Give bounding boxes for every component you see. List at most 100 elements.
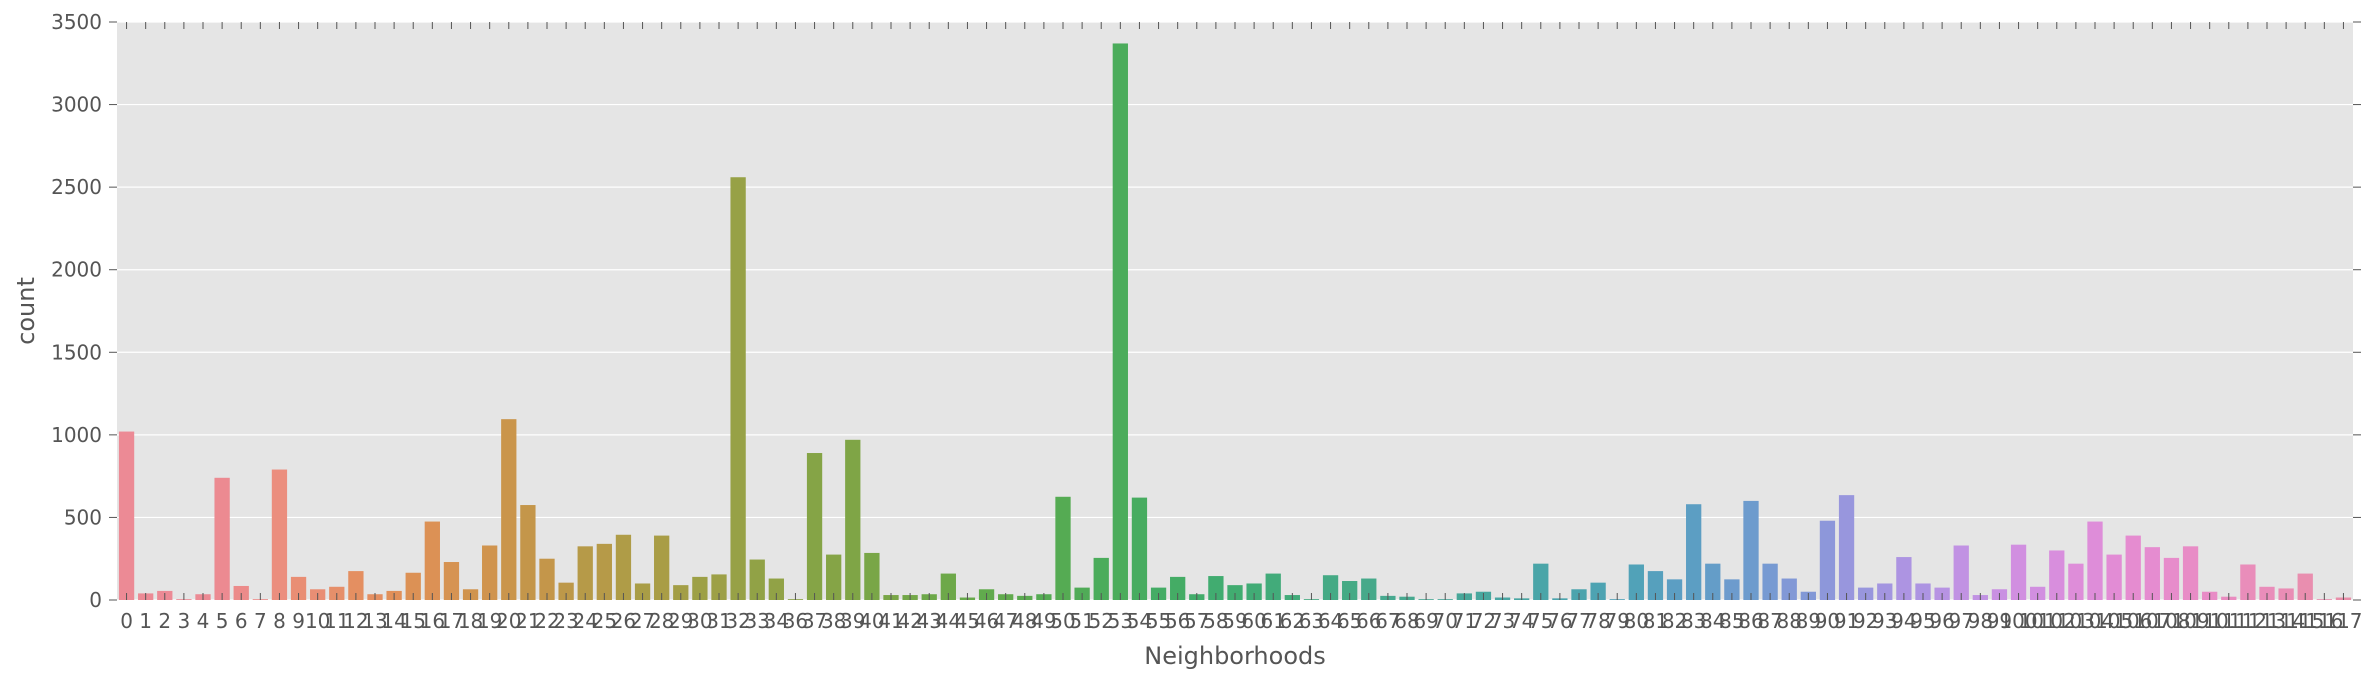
bar	[2010, 544, 2027, 600]
x-tick-label: 39	[840, 609, 865, 633]
bar	[1819, 520, 1836, 600]
x-tick-label: 62	[1280, 609, 1305, 633]
x-tick-label: 103	[2057, 609, 2095, 633]
x-tick-label: 32	[725, 609, 750, 633]
x-tick-label: 83	[1681, 609, 1706, 633]
x-tick-label: 43	[916, 609, 941, 633]
bar	[1246, 583, 1262, 600]
x-tick-label: 13	[362, 609, 387, 633]
bar	[118, 431, 135, 600]
bar	[2163, 557, 2180, 600]
x-tick-label: 31	[706, 609, 731, 633]
y-gridlines	[117, 21, 2353, 601]
x-tick-label: 86	[1738, 609, 1763, 633]
bar	[692, 576, 708, 600]
bar	[730, 177, 746, 600]
x-tick-label: 25	[592, 609, 617, 633]
bar	[1093, 557, 1109, 600]
x-tick-label: 71	[1452, 609, 1477, 633]
x-tick-label: 36	[783, 609, 808, 633]
x-tick-label: 82	[1662, 609, 1687, 633]
bar	[1590, 582, 1606, 600]
x-tick-label: 87	[1757, 609, 1782, 633]
bar	[1131, 497, 1148, 600]
x-tick-label: 74	[1509, 609, 1534, 633]
bar	[2144, 547, 2160, 600]
bar	[1896, 557, 1912, 600]
bar	[2106, 554, 2122, 600]
bar	[2125, 535, 2141, 600]
bar	[482, 545, 498, 600]
x-tick-label: 4	[197, 609, 210, 633]
x-tick-label: 89	[1796, 609, 1821, 633]
x-tick-label: 44	[936, 609, 961, 633]
x-tick-label: 111	[2210, 609, 2248, 633]
bar	[2297, 573, 2313, 600]
x-tick-label: 98	[1968, 609, 1993, 633]
bar	[1342, 581, 1358, 600]
x-tick-label: 20	[496, 609, 521, 633]
bar	[1915, 583, 1931, 600]
y-tick-label: 3000	[51, 93, 102, 117]
x-tick-label: 24	[572, 609, 597, 633]
x-tick-label: 59	[1222, 609, 1247, 633]
x-tick-label: 33	[744, 609, 769, 633]
bar	[271, 469, 288, 600]
x-tick-label: 10	[305, 609, 330, 633]
x-tick-label: 37	[802, 609, 827, 633]
bar	[558, 582, 574, 600]
x-tick-label: 100	[1999, 609, 2037, 633]
x-tick-label: 112	[2229, 609, 2267, 633]
x-tick-label: 8	[273, 609, 286, 633]
y-axis-label: count	[12, 277, 40, 345]
x-tick-label: 75	[1528, 609, 1553, 633]
bar	[520, 505, 536, 600]
x-tick-label: 63	[1299, 609, 1324, 633]
x-tick-label: 94	[1891, 609, 1916, 633]
x-tick-label: 21	[515, 609, 540, 633]
bar	[826, 554, 842, 600]
x-tick-label: 76	[1547, 609, 1572, 633]
bar	[615, 534, 632, 600]
bar	[2068, 563, 2084, 600]
x-tick-label: 48	[1012, 609, 1037, 633]
x-tick-label: 70	[1432, 609, 1457, 633]
x-tick-label: 26	[611, 609, 636, 633]
x-tick-label: 51	[1069, 609, 1094, 633]
x-tick-label: 97	[1948, 609, 1973, 633]
bar	[1762, 563, 1778, 600]
x-tick-label: 105	[2095, 609, 2133, 633]
bar	[2087, 521, 2103, 600]
x-tick-label: 109	[2171, 609, 2209, 633]
bar	[1953, 545, 1969, 600]
x-tick-label: 19	[477, 609, 502, 633]
x-tick-label: 90	[1815, 609, 1840, 633]
x-tick-label: 64	[1318, 609, 1343, 633]
x-axis-ticks: 0 1 2 3 4 5 6 7 8 9 101112131415161718192021222324…	[120, 22, 2363, 633]
bar	[2049, 550, 2065, 600]
bar	[749, 559, 765, 600]
bar	[1705, 563, 1721, 600]
plot-area	[117, 22, 2353, 600]
bar	[806, 453, 823, 600]
x-tick-label: 107	[2133, 609, 2171, 633]
x-tick-label: 99	[1987, 609, 2012, 633]
x-tick-label: 55	[1146, 609, 1171, 633]
bar-series	[118, 43, 2352, 601]
x-tick-label: 81	[1643, 609, 1668, 633]
x-tick-label: 49	[1031, 609, 1056, 633]
x-tick-label: 38	[821, 609, 846, 633]
x-tick-label: 56	[1165, 609, 1190, 633]
x-tick-label: 7	[254, 609, 267, 633]
x-tick-label: 54	[1127, 609, 1152, 633]
bar	[1533, 563, 1549, 600]
bar	[2240, 564, 2256, 600]
bar	[864, 552, 880, 600]
bar	[1628, 564, 1644, 600]
x-tick-label: 2	[158, 609, 171, 633]
x-tick-label: 113	[2248, 609, 2286, 633]
bar	[1838, 495, 1855, 600]
y-tick-label: 500	[64, 505, 102, 529]
bar	[1208, 576, 1224, 600]
x-tick-label: 12	[343, 609, 368, 633]
